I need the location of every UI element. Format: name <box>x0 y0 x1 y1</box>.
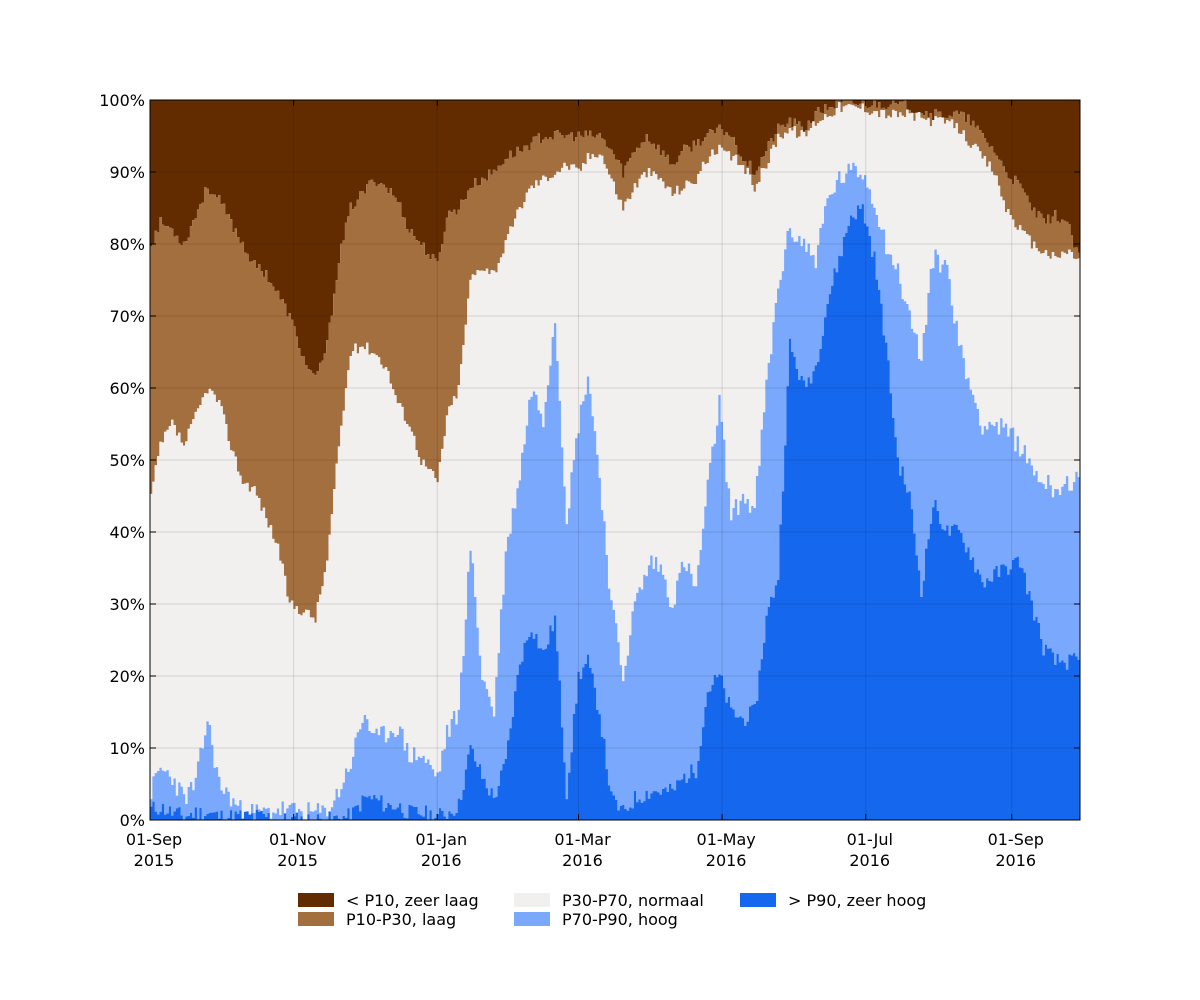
x-tick-label-year: 2016 <box>421 851 462 870</box>
x-tick-label: 01-Nov <box>269 830 326 849</box>
grid-lines <box>150 100 1080 820</box>
legend-item-hoog: P70-P90, hoog <box>514 909 678 929</box>
y-tick-label: 100% <box>99 91 145 110</box>
x-tick-label: 01-Sep <box>126 830 182 849</box>
y-tick-label: 10% <box>109 739 145 758</box>
legend-label-hoog: P70-P90, hoog <box>562 909 678 929</box>
x-tick-label-year: 2015 <box>277 851 318 870</box>
x-tick-label: 01-May <box>697 830 756 849</box>
y-tick-label: 0% <box>120 811 145 830</box>
legend-item-zeer-hoog: > P90, zeer hoog <box>740 890 926 910</box>
legend-swatch-normaal <box>514 893 550 907</box>
legend-label-zeer-laag: < P10, zeer laag <box>346 890 479 910</box>
y-tick-label: 50% <box>109 451 145 470</box>
y-tick-label: 20% <box>109 667 145 686</box>
band-zeer-laag <box>150 100 1080 376</box>
legend-label-laag: P10-P30, laag <box>346 909 457 929</box>
x-tick-label: 01-Jan <box>415 830 467 849</box>
legend-item-laag: P10-P30, laag <box>298 909 456 929</box>
legend: < P10, zeer laag P10-P30, laag P30-P70, … <box>298 890 958 930</box>
y-tick-label: 60% <box>109 379 145 398</box>
x-tick-label: 01-Jul <box>847 830 893 849</box>
y-axis-labels: 0% 10% 20% 30% 40% 50% 60% 70% 80% 90% 100% <box>99 91 145 830</box>
x-axis-labels: 01-Sep 2015 01-Nov 2015 01-Jan 2016 01-Mar 2016… <box>126 830 1044 870</box>
axis-ticks <box>149 99 1080 821</box>
y-tick-label: 70% <box>109 307 145 326</box>
legend-item-zeer-laag: < P10, zeer laag <box>298 890 479 910</box>
y-tick-label: 90% <box>109 163 145 182</box>
legend-swatch-zeer-laag <box>298 893 334 907</box>
x-tick-label-year: 2016 <box>849 851 890 870</box>
legend-swatch-hoog <box>514 912 550 926</box>
band-laag <box>150 100 1080 623</box>
band-zeer-hoog <box>150 204 1080 820</box>
x-tick-label-year: 2016 <box>562 851 603 870</box>
legend-item-normaal: P30-P70, normaal <box>514 890 704 910</box>
plot-bands <box>150 100 1080 821</box>
x-tick-label-year: 2016 <box>995 851 1036 870</box>
legend-label-normaal: P30-P70, normaal <box>562 890 704 910</box>
y-tick-label: 80% <box>109 235 145 254</box>
band-normaal <box>150 102 1080 821</box>
legend-swatch-laag <box>298 912 334 926</box>
y-tick-label: 30% <box>109 595 145 614</box>
x-tick-label: 01-Sep <box>988 830 1044 849</box>
y-tick-label: 40% <box>109 523 145 542</box>
x-tick-label-year: 2015 <box>134 851 175 870</box>
band-hoog <box>150 162 1080 821</box>
x-tick-label: 01-Mar <box>554 830 611 849</box>
x-tick-label-year: 2016 <box>706 851 747 870</box>
legend-label-zeer-hoog: > P90, zeer hoog <box>788 890 927 910</box>
legend-swatch-zeer-hoog <box>740 893 776 907</box>
